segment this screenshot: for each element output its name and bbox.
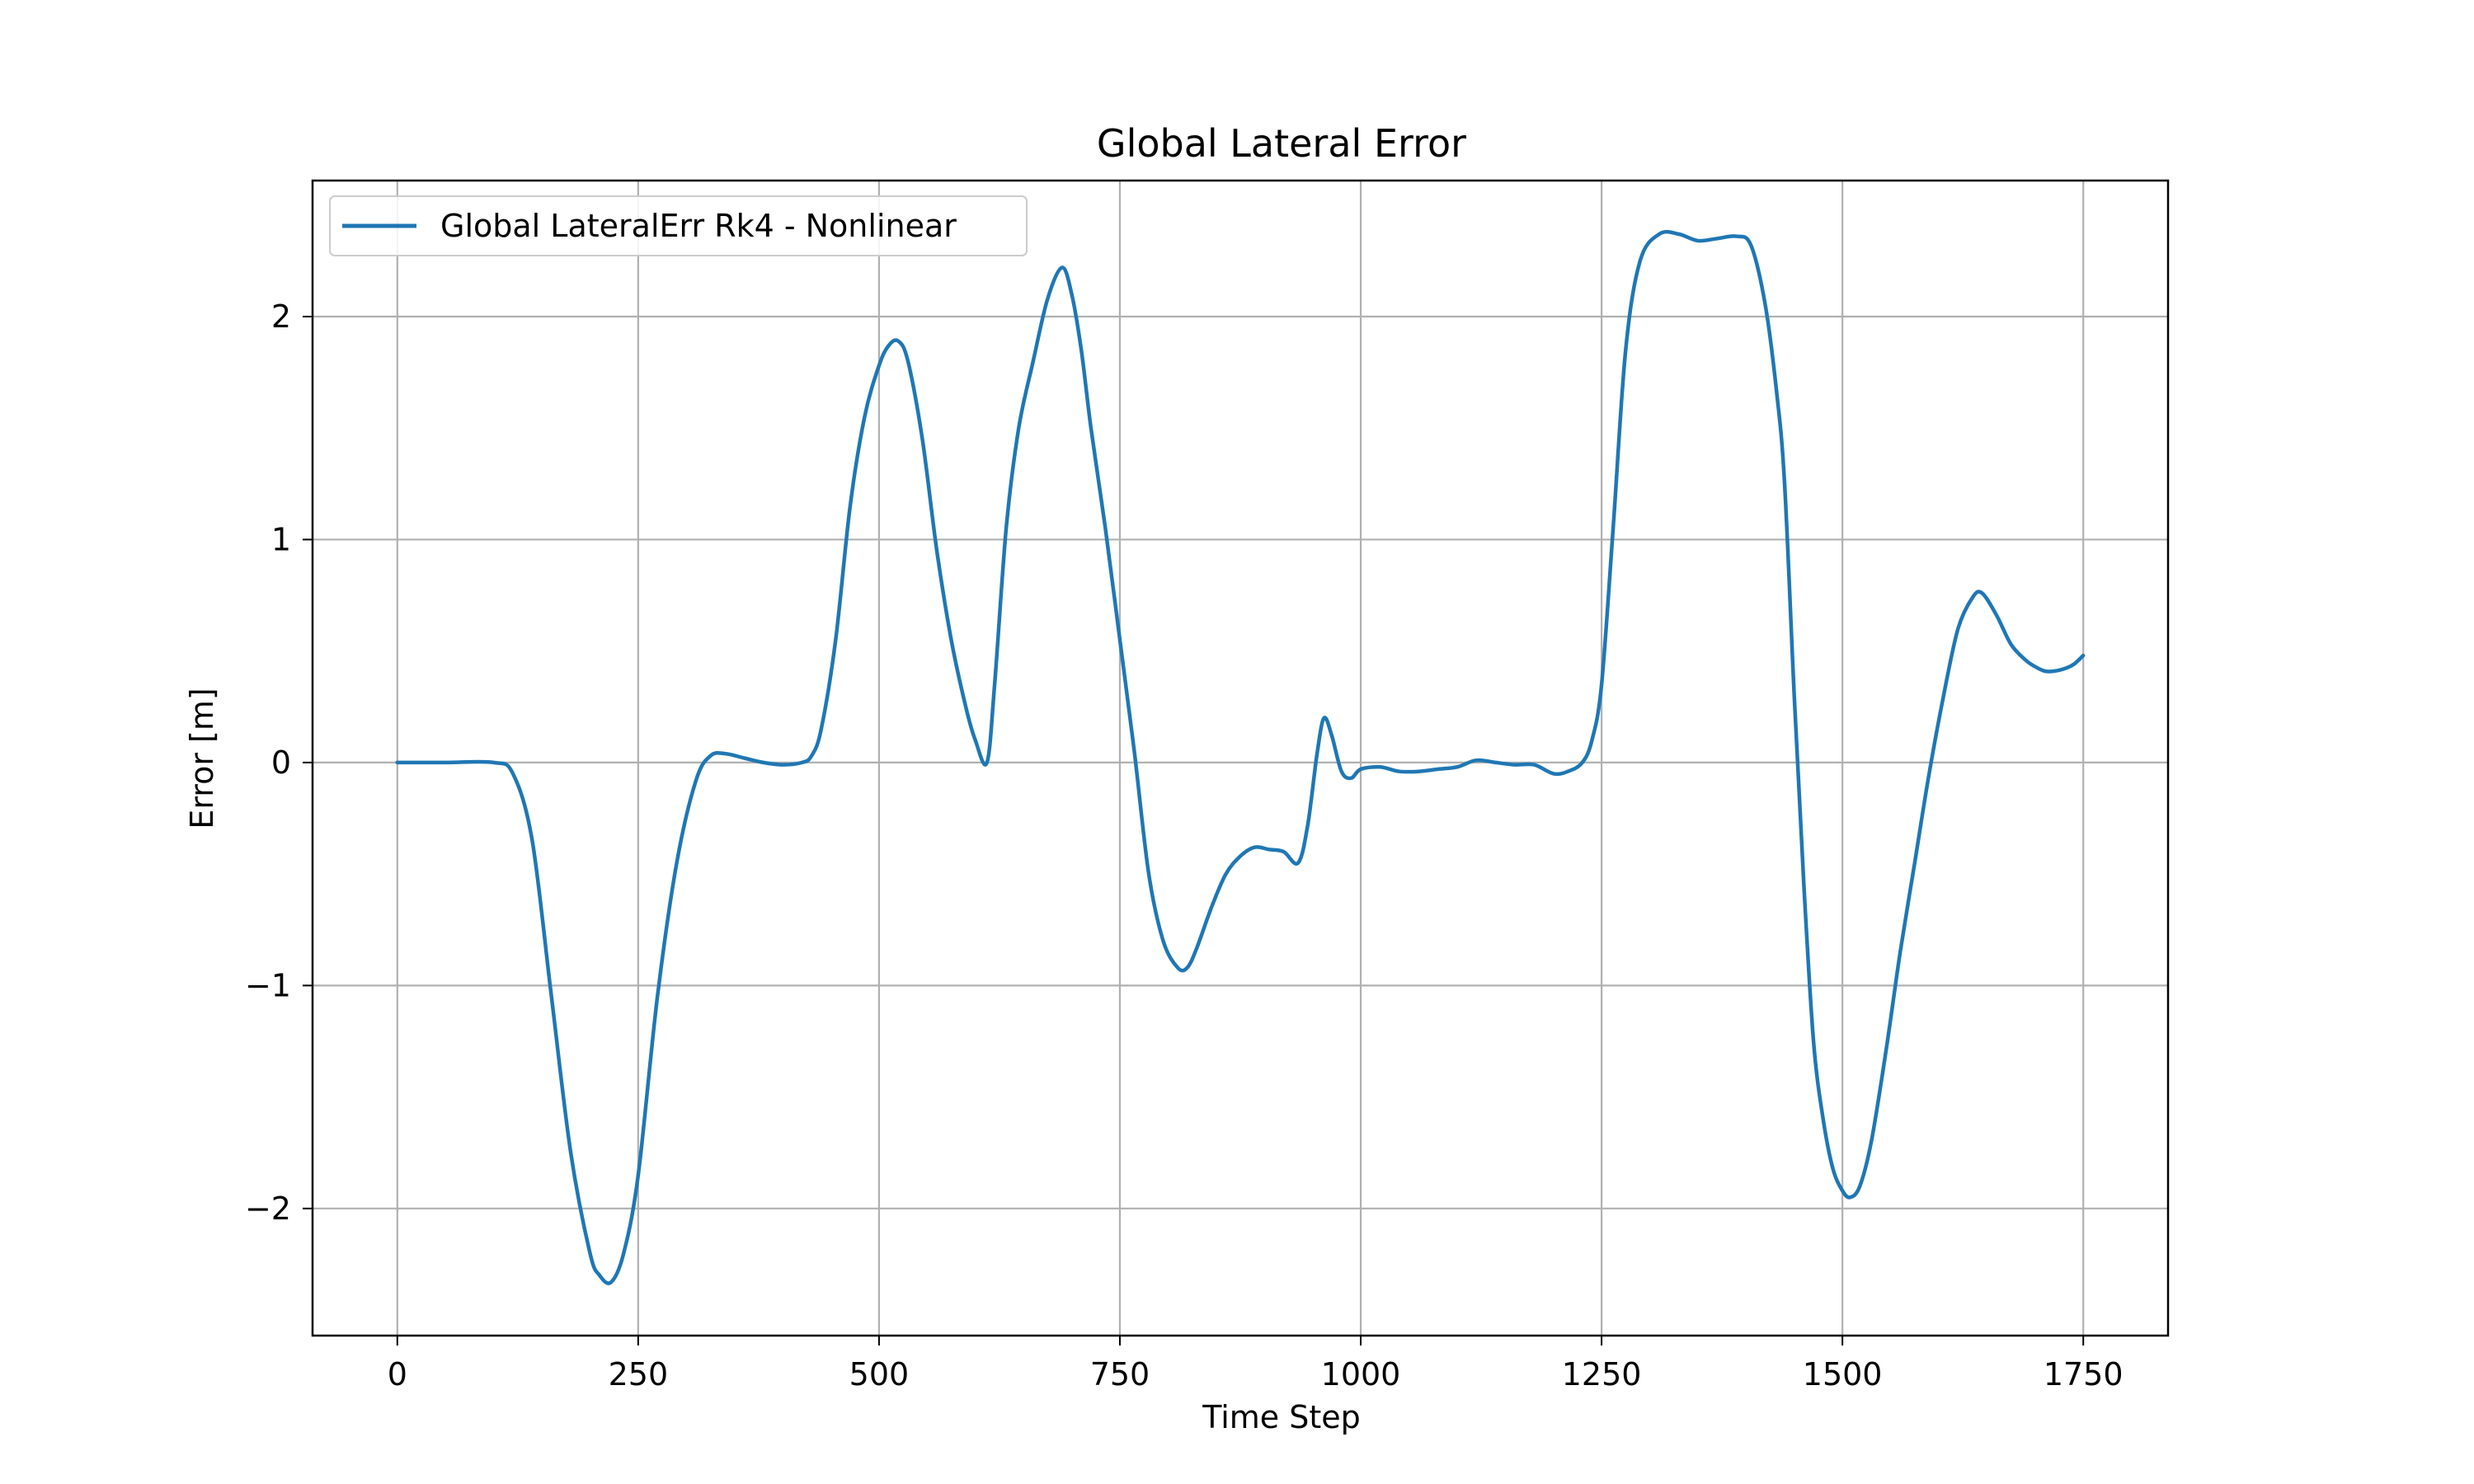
y-tick-label: 2 (271, 298, 291, 335)
x-tick-label: 750 (1090, 1356, 1150, 1392)
x-tick-label: 250 (609, 1356, 669, 1392)
series-line (395, 229, 2086, 1285)
grid-layer (313, 181, 2168, 1336)
y-axis-label: Error [m] (184, 688, 220, 829)
y-tick-label: 1 (271, 521, 291, 557)
chart-title: Global Lateral Error (1097, 121, 1466, 166)
x-tick-label: 1250 (1562, 1356, 1642, 1392)
legend: Global LateralErr Rk4 - Nonlinear (329, 195, 1028, 256)
x-axis-label: Time Step (1202, 1399, 1361, 1435)
data-layer (395, 229, 2086, 1285)
x-tick-label: 0 (388, 1356, 407, 1392)
plot-frame (311, 179, 2170, 1337)
tick-layer: 0 250 500 750 1000 1250 1500 1750 −2 −1 0 1 2 (245, 298, 2124, 1392)
y-tick-label: −2 (245, 1190, 291, 1227)
x-tick-label: 500 (849, 1356, 910, 1392)
x-tick-label: 1750 (2044, 1356, 2124, 1392)
x-tick-label: 1500 (1803, 1356, 1883, 1392)
legend-box (329, 195, 1028, 256)
x-tick-label: 1000 (1321, 1356, 1401, 1392)
legend-label: Global LateralErr Rk4 - Nonlinear (440, 208, 957, 244)
y-tick-label: −1 (245, 967, 291, 1003)
y-tick-label: 0 (271, 744, 291, 781)
